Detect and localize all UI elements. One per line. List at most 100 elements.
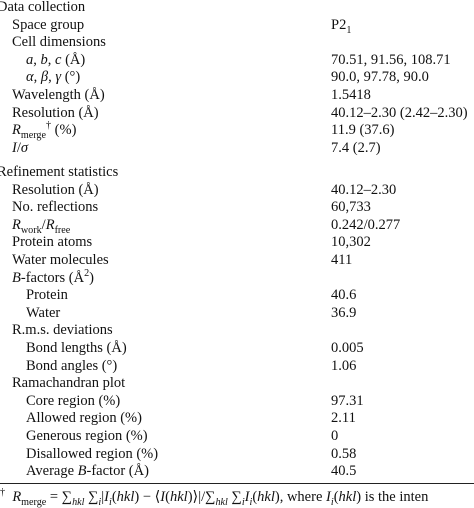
row-value: 1.06: [331, 358, 356, 374]
text-segment: 1: [346, 24, 352, 36]
row-label: Ramachandran plot: [12, 375, 125, 391]
text-segment: 10,302: [331, 234, 371, 251]
text-segment: †: [0, 487, 6, 499]
bottom-rule: [0, 483, 474, 484]
text-segment: 60,733: [331, 199, 371, 216]
row-label: Wavelength (Å): [12, 87, 105, 103]
text-segment: I: [12, 139, 17, 156]
row-label: α, β, γ (°): [26, 69, 80, 85]
text-segment: P2: [331, 16, 347, 33]
row-value: 60,733: [331, 199, 371, 215]
text-segment: 7.4 (2.7): [331, 139, 381, 156]
text-segment: work: [20, 224, 42, 236]
row-label: Generous region (%): [26, 428, 148, 444]
text-segment: †: [45, 120, 52, 132]
text-segment: (: [252, 489, 258, 505]
text-segment: 40.12–2.30: [331, 181, 397, 198]
text-segment: ), where: [274, 489, 327, 505]
text-segment: No. reflections: [12, 199, 99, 216]
text-segment: 40.5: [331, 463, 357, 480]
text-segment: ,: [33, 51, 41, 68]
text-segment: ) − ⟨: [134, 489, 161, 505]
text-segment: merge: [21, 496, 47, 508]
row-label: I/σ: [12, 140, 28, 156]
row-label: Cell dimensions: [12, 34, 106, 50]
footnote: † Rmerge = ∑hkl ∑i|Ii(hkl) − ⟨I(hkl)⟩|/∑…: [0, 487, 429, 508]
text-segment: I: [104, 489, 109, 505]
text-segment: free: [54, 224, 71, 236]
text-segment: -factors (Å: [20, 269, 85, 286]
text-segment: Space group: [12, 16, 85, 33]
row-value: 40.6: [331, 287, 356, 303]
row-label: Core region (%): [26, 393, 120, 409]
text-segment: hkl: [116, 489, 135, 505]
text-segment: 2: [84, 267, 90, 279]
row-label: R.m.s. deviations: [12, 322, 113, 338]
text-segment: Disallowed region (%): [26, 445, 159, 462]
text-segment: B: [77, 463, 87, 480]
row-label: Resolution (Å): [12, 105, 99, 121]
text-segment: /: [16, 139, 21, 156]
row-value: 0.242/0.277: [331, 217, 400, 233]
text-segment: Water molecules: [12, 251, 109, 268]
row-value: 70.51, 91.56, 108.71: [331, 52, 451, 68]
row-value: 40.12–2.30 (2.42–2.30): [331, 105, 468, 121]
text-segment: -factor (Å): [86, 463, 149, 480]
row-value: 1.5418: [331, 87, 371, 103]
row-value: 10,302: [331, 234, 371, 250]
row-value: 97.31: [331, 393, 364, 409]
row-value: 411: [331, 252, 352, 268]
row-label: Water molecules: [12, 252, 109, 268]
text-segment: i: [330, 496, 334, 508]
row-value: 11.9 (37.6): [331, 122, 395, 138]
text-segment: (: [165, 489, 170, 505]
text-segment: Ramachandran plot: [12, 375, 126, 392]
row-label: Protein: [26, 287, 68, 303]
text-segment: Average: [26, 463, 78, 480]
row-value: 7.4 (2.7): [331, 140, 381, 156]
row-label: a, b, c (Å): [26, 52, 85, 68]
text-segment: (°): [61, 69, 81, 86]
row-label: Rmerge† (%): [12, 120, 77, 142]
text-segment: /: [41, 216, 46, 233]
row-value: 36.9: [331, 305, 356, 321]
text-segment: i: [249, 496, 253, 508]
text-segment: Cell dimensions: [12, 34, 106, 51]
row-label: Bond angles (°): [26, 358, 117, 374]
text-segment: Generous region (%): [26, 427, 148, 444]
text-segment: R: [12, 216, 21, 233]
text-segment: (%): [51, 122, 77, 139]
text-segment: ) is the inten: [356, 489, 429, 505]
text-segment: 0.58: [331, 445, 357, 462]
text-segment: merge: [20, 130, 46, 142]
text-segment: 1.5418: [331, 87, 371, 103]
row-label: Resolution (Å): [12, 182, 99, 198]
row-label: Allowed region (%): [26, 410, 142, 426]
text-segment: β: [40, 69, 49, 86]
text-segment: c: [55, 51, 62, 68]
text-segment: Resolution (Å): [12, 181, 99, 198]
text-segment: R.m.s. deviations: [12, 322, 113, 339]
text-segment: 11.9 (37.6): [331, 122, 395, 139]
text-segment: α: [26, 69, 34, 86]
text-segment: I: [244, 489, 250, 505]
text-segment: Resolution (Å): [12, 104, 99, 121]
text-segment: Protein atoms: [12, 234, 93, 251]
text-segment: i: [98, 496, 102, 508]
row-label: Space group: [12, 17, 84, 33]
row-label: Disallowed region (%): [26, 446, 158, 462]
text-segment: I: [326, 489, 331, 505]
section-title: Refinement statistics: [0, 163, 119, 180]
text-segment: ): [89, 269, 94, 286]
text-segment: I: [160, 489, 166, 505]
text-segment: Wavelength (Å): [12, 87, 105, 103]
text-segment: 97.31: [331, 392, 364, 409]
text-segment: Water: [26, 304, 61, 321]
text-segment: a: [26, 51, 34, 68]
text-segment: ,: [47, 51, 55, 68]
text-segment: 40.6: [331, 287, 357, 304]
row-label: B-factors (Å2): [12, 267, 94, 286]
text-segment: R: [12, 489, 22, 505]
row-value: 0.005: [331, 340, 364, 356]
text-segment: hkl: [257, 489, 275, 505]
